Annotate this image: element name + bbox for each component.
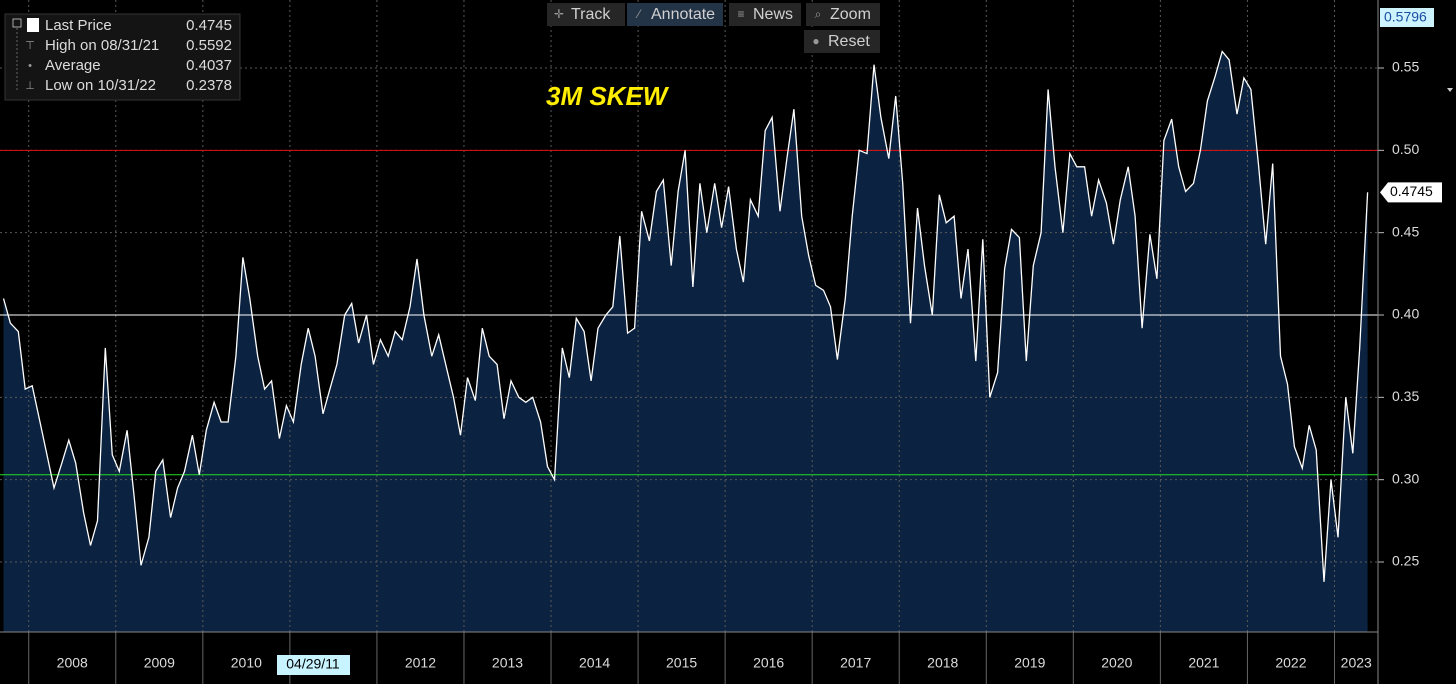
- x-tick-label: 2014: [579, 655, 610, 671]
- x-tick-label: 2017: [840, 655, 871, 671]
- x-tick-label: 2009: [144, 655, 175, 671]
- y-tick-label: 0.35: [1392, 388, 1419, 404]
- toolbar-button[interactable]: [729, 3, 801, 26]
- legend-icon: ⊥: [25, 80, 35, 92]
- y-tick-label: 0.40: [1392, 306, 1419, 322]
- x-tick-label: 2020: [1101, 655, 1132, 671]
- legend-value: 0.5592: [186, 37, 232, 54]
- legend-box: [4, 13, 241, 101]
- legend-value: 0.4745: [186, 17, 232, 34]
- x-tick-label: 2016: [753, 655, 784, 671]
- price-line: [2, 50, 1369, 582]
- toolbar-icon: ⌕: [815, 7, 822, 21]
- toolbar-label: Track: [571, 6, 611, 23]
- toolbar-icon: ≡: [737, 7, 744, 21]
- legend-value: 0.2378: [186, 77, 232, 94]
- last-value-tag: [1380, 182, 1442, 203]
- area-fill: [3, 51, 1368, 632]
- legend-collapse: [12, 18, 22, 28]
- axis-top-label: 0.5796: [1384, 9, 1427, 25]
- toolbar-icon: ●: [812, 34, 819, 48]
- x-tick-label: 2023: [1341, 655, 1372, 671]
- legend-label: High on 08/31/21: [45, 37, 159, 54]
- toolbar-button[interactable]: [806, 3, 880, 26]
- y-tick-label: 0.55: [1392, 59, 1419, 75]
- y-tick-label: 0.50: [1392, 141, 1419, 157]
- y-tick-label: 0.45: [1392, 223, 1419, 239]
- scroll-arrow: [1447, 88, 1453, 92]
- cursor-label: 04/29/11: [286, 656, 340, 672]
- toolbar-label: News: [753, 6, 793, 23]
- toolbar-label: Zoom: [830, 6, 871, 23]
- last-value-label: 0.4745: [1390, 183, 1433, 199]
- legend-value: 0.4037: [186, 57, 232, 74]
- x-tick-label: 2021: [1188, 655, 1219, 671]
- legend-swatch: [27, 18, 39, 32]
- y-tick-label: 0.30: [1392, 470, 1419, 486]
- legend-label: Low on 10/31/22: [45, 77, 156, 94]
- toolbar-button[interactable]: [547, 3, 625, 26]
- x-tick-label: 2019: [1014, 655, 1045, 671]
- toolbar-icon: ✛: [554, 7, 564, 21]
- axis-top-tag: [1380, 8, 1434, 27]
- x-tick-label: 2008: [57, 655, 88, 671]
- y-tick-label: 0.25: [1392, 553, 1419, 569]
- legend-label: Average: [45, 57, 101, 74]
- toolbar-button[interactable]: [627, 3, 723, 26]
- x-tick-label: 2010: [231, 655, 262, 671]
- x-tick-label: 2018: [927, 655, 958, 671]
- legend-icon: ⊤: [25, 40, 35, 52]
- annotation: 3M SKEW: [546, 81, 670, 111]
- legend-label: Last Price: [45, 17, 112, 34]
- x-tick-label: 2013: [492, 655, 523, 671]
- cursor-tag: [277, 655, 350, 675]
- x-tick-label: 2015: [666, 655, 697, 671]
- toolbar-label: Annotate: [651, 6, 715, 23]
- toolbar-icon: ⁄: [635, 7, 642, 21]
- toolbar-label: Reset: [828, 33, 870, 50]
- legend-icon: •: [28, 60, 32, 72]
- toolbar-button[interactable]: [804, 30, 880, 53]
- x-tick-label: 2022: [1275, 655, 1306, 671]
- x-tick-label: 2012: [405, 655, 436, 671]
